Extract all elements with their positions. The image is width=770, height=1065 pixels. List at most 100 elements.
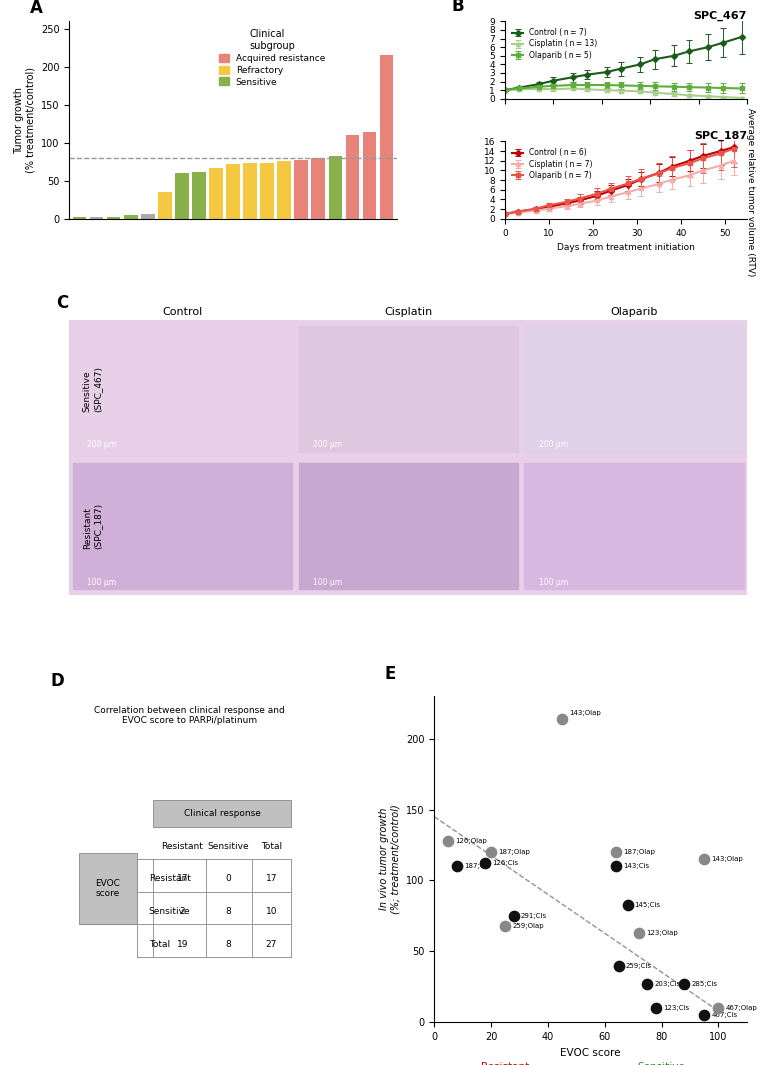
Text: EVOC
score: EVOC score bbox=[95, 879, 120, 898]
Text: SPC_467: SPC_467 bbox=[694, 11, 747, 21]
Bar bbox=[72, 326, 292, 452]
Bar bbox=[243, 163, 257, 218]
Point bbox=[450, 857, 463, 874]
Bar bbox=[524, 463, 744, 589]
Text: 17: 17 bbox=[266, 874, 277, 883]
Text: 100 μm: 100 μm bbox=[539, 577, 568, 587]
Text: 126;Cis: 126;Cis bbox=[492, 861, 518, 867]
Legend: Acquired resistance, Refractory, Sensitive: Acquired resistance, Refractory, Sensiti… bbox=[216, 26, 329, 91]
Text: B: B bbox=[452, 0, 464, 15]
Text: Control: Control bbox=[162, 308, 203, 317]
Bar bbox=[72, 217, 86, 218]
Bar bbox=[277, 161, 291, 218]
Text: Resistant: Resistant bbox=[481, 1062, 530, 1065]
Point bbox=[613, 957, 625, 974]
X-axis label: EVOC score: EVOC score bbox=[561, 1048, 621, 1058]
Text: 10: 10 bbox=[266, 907, 277, 916]
Text: 187;Olap: 187;Olap bbox=[498, 849, 530, 855]
Text: 187;Olap: 187;Olap bbox=[623, 849, 655, 855]
Text: Correlation between clinical response and
EVOC score to PARPi/platinum: Correlation between clinical response an… bbox=[94, 706, 285, 725]
Text: 100 μm: 100 μm bbox=[87, 577, 116, 587]
Point bbox=[698, 1006, 711, 1023]
Point bbox=[678, 976, 691, 993]
Bar bbox=[124, 215, 138, 218]
Text: 200 μm: 200 μm bbox=[539, 440, 568, 449]
Point bbox=[479, 855, 491, 872]
Text: Resistant: Resistant bbox=[149, 874, 190, 883]
Text: 0: 0 bbox=[225, 874, 231, 883]
Bar bbox=[175, 174, 189, 218]
Bar bbox=[346, 134, 359, 218]
Text: 143;Olap: 143;Olap bbox=[569, 710, 601, 716]
Text: A: A bbox=[30, 0, 43, 17]
Y-axis label: In vivo tumor growth
(%; treatment/control): In vivo tumor growth (%; treatment/contr… bbox=[379, 804, 400, 914]
Point bbox=[485, 843, 497, 861]
Text: D: D bbox=[50, 672, 64, 689]
Text: 291;Cis: 291;Cis bbox=[521, 913, 547, 919]
Point bbox=[499, 917, 511, 934]
Bar bbox=[90, 217, 103, 218]
Text: 143;Cis: 143;Cis bbox=[623, 864, 649, 869]
Text: 143;Olap: 143;Olap bbox=[711, 856, 743, 863]
Bar bbox=[524, 326, 744, 452]
Legend: Control ( n = 7), Cisplatin ( n = 13), Olaparib ( n = 5): Control ( n = 7), Cisplatin ( n = 13), O… bbox=[509, 26, 601, 63]
Legend: Control ( n = 6), Cisplatin ( n = 7), Olaparib ( n = 7): Control ( n = 6), Cisplatin ( n = 7), Ol… bbox=[509, 145, 596, 183]
Bar bbox=[299, 326, 517, 452]
Text: 126;Olap: 126;Olap bbox=[455, 838, 487, 843]
FancyBboxPatch shape bbox=[153, 801, 290, 826]
Text: 100 μm: 100 μm bbox=[313, 577, 343, 587]
Text: SPC_187: SPC_187 bbox=[694, 131, 747, 141]
Text: Sensitive: Sensitive bbox=[638, 1062, 685, 1065]
Point bbox=[621, 896, 634, 913]
Text: Cisplatin: Cisplatin bbox=[384, 308, 432, 317]
Bar bbox=[141, 214, 155, 218]
Text: C: C bbox=[55, 294, 68, 312]
Text: 467;Cis: 467;Cis bbox=[711, 1013, 738, 1018]
FancyBboxPatch shape bbox=[79, 853, 136, 924]
Text: Sensitive: Sensitive bbox=[207, 841, 249, 851]
Text: Sensitive
(SPC_467): Sensitive (SPC_467) bbox=[83, 365, 102, 412]
Bar bbox=[192, 171, 206, 218]
Text: Olaparib: Olaparib bbox=[611, 308, 658, 317]
Text: 203;Cis: 203;Cis bbox=[654, 981, 681, 987]
Point bbox=[610, 843, 622, 861]
Point bbox=[633, 924, 645, 941]
Text: 19: 19 bbox=[176, 939, 188, 949]
Text: Resistant: Resistant bbox=[162, 841, 203, 851]
X-axis label: Days from treatment initiation: Days from treatment initiation bbox=[557, 243, 695, 252]
Point bbox=[698, 851, 711, 868]
Bar bbox=[311, 158, 325, 218]
Text: 259;Olap: 259;Olap bbox=[512, 923, 544, 929]
Bar bbox=[260, 163, 274, 218]
Text: Clinical response: Clinical response bbox=[183, 809, 260, 818]
Text: Average relative tumor volume (RTV): Average relative tumor volume (RTV) bbox=[746, 108, 755, 276]
Text: 187;Cis: 187;Cis bbox=[464, 864, 490, 869]
Text: 123;Olap: 123;Olap bbox=[646, 930, 678, 936]
Bar bbox=[72, 463, 292, 589]
Bar bbox=[294, 160, 308, 218]
Point bbox=[556, 710, 568, 727]
Point bbox=[610, 857, 622, 874]
Text: 2: 2 bbox=[179, 907, 185, 916]
Text: 145;Cis: 145;Cis bbox=[634, 902, 661, 907]
Text: E: E bbox=[384, 665, 396, 683]
Text: 8: 8 bbox=[225, 907, 231, 916]
Text: Total: Total bbox=[261, 841, 282, 851]
Text: 200 μm: 200 μm bbox=[87, 440, 116, 449]
Text: Sensitive: Sensitive bbox=[149, 907, 190, 916]
Text: 8: 8 bbox=[225, 939, 231, 949]
Y-axis label: Tumor growth
(% treatment/control): Tumor growth (% treatment/control) bbox=[14, 67, 35, 174]
Bar bbox=[363, 132, 377, 218]
Point bbox=[442, 832, 454, 849]
Text: 17: 17 bbox=[176, 874, 188, 883]
Point bbox=[641, 976, 654, 993]
Bar bbox=[226, 164, 239, 218]
Text: 259;Cis: 259;Cis bbox=[626, 963, 652, 969]
Text: 27: 27 bbox=[266, 939, 277, 949]
Text: 200 μm: 200 μm bbox=[313, 440, 343, 449]
Text: 467;Olap: 467;Olap bbox=[725, 1005, 757, 1011]
Text: Total: Total bbox=[149, 939, 170, 949]
Text: 123;Cis: 123;Cis bbox=[663, 1005, 689, 1011]
Text: 285;Cis: 285;Cis bbox=[691, 981, 718, 987]
Point bbox=[507, 907, 520, 924]
